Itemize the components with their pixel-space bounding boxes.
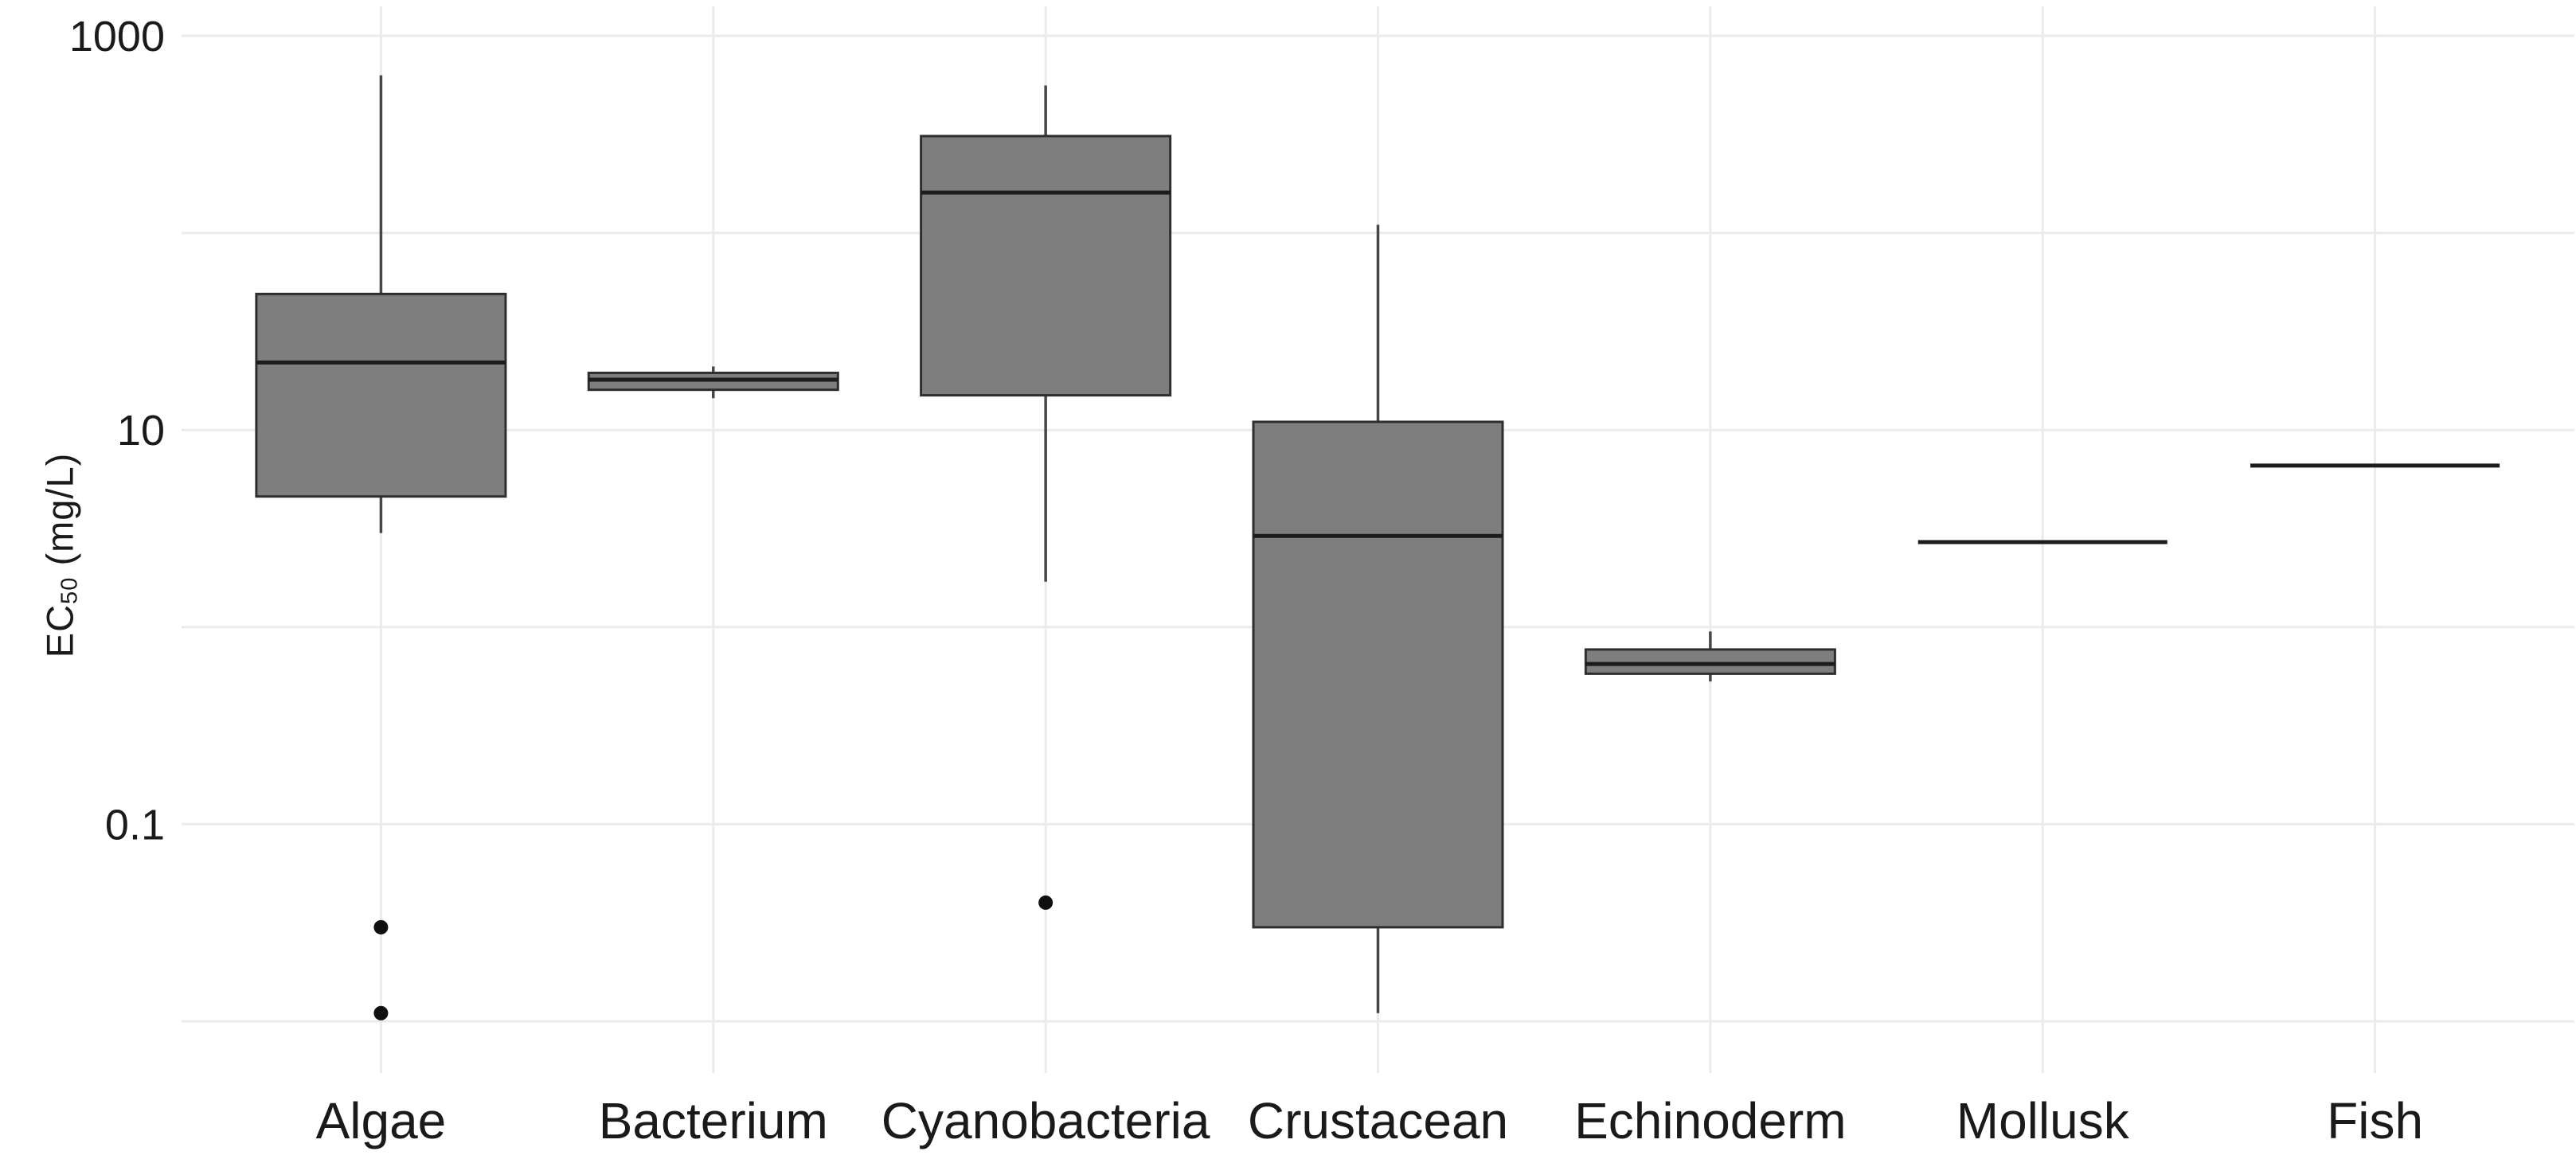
outlier-dot	[373, 919, 389, 935]
category-label: Bacterium	[599, 1092, 828, 1149]
box	[1252, 420, 1504, 929]
box	[920, 135, 1172, 397]
category-label: Cyanobacteria	[881, 1092, 1210, 1149]
box	[1584, 648, 1836, 675]
outlier-dot	[1038, 895, 1053, 910]
category-label: Crustacean	[1248, 1092, 1508, 1149]
category-label: Algae	[316, 1092, 447, 1149]
category-label: Fish	[2327, 1092, 2423, 1149]
category-label: Mollusk	[1956, 1092, 2130, 1149]
outlier-dot	[373, 1005, 389, 1021]
box	[255, 292, 507, 498]
y-tick-label: 0.1	[105, 801, 165, 849]
category-label: Echinoderm	[1574, 1092, 1847, 1149]
y-tick-label: 10	[117, 407, 165, 455]
y-tick-label: 1000	[69, 13, 165, 60]
